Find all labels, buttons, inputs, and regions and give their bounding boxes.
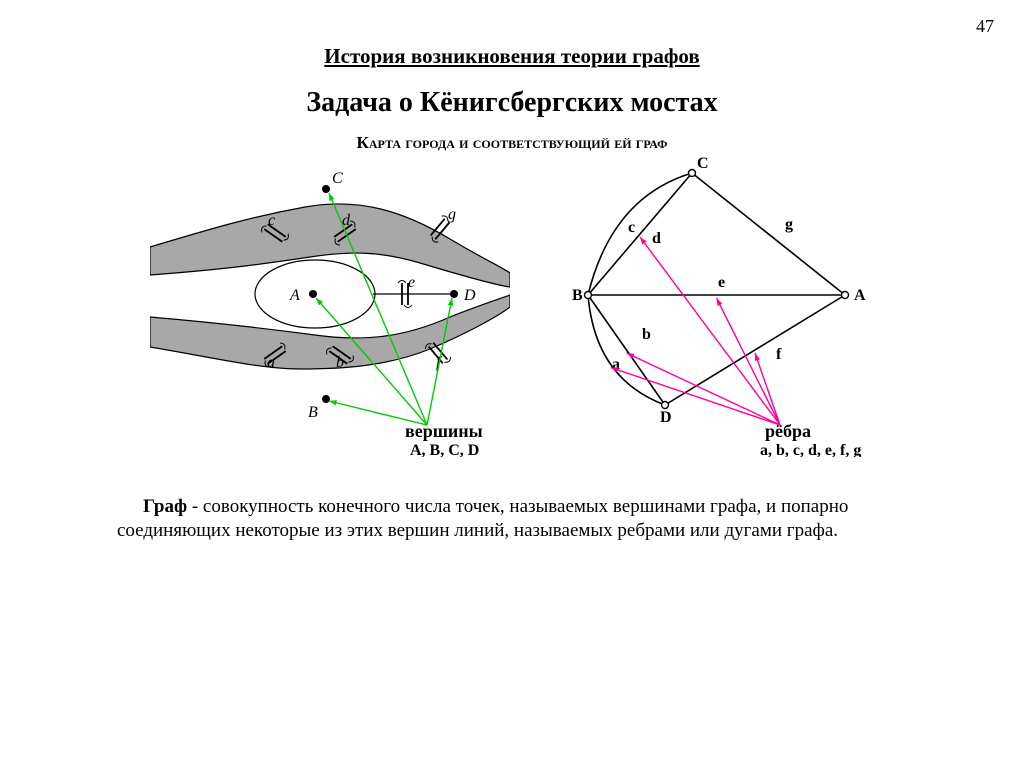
figure-graph: cdgeabfABCDрёбраa, b, c, d, e, f, g	[560, 157, 880, 462]
svg-text:вершины: вершины	[405, 421, 483, 441]
definition-lead: Граф	[143, 496, 187, 517]
svg-text:рёбра: рёбра	[765, 421, 811, 441]
heading-history: История возникновения теории графов	[0, 44, 1024, 69]
svg-text:C: C	[697, 157, 709, 172]
heading-title: Задача о Кёнигсбергских мостах	[0, 87, 1024, 119]
svg-text:B: B	[308, 404, 318, 421]
definition-paragraph: Граф - совокупность конечного числа точе…	[117, 495, 907, 543]
svg-text:e: e	[408, 274, 415, 291]
svg-text:g: g	[785, 216, 793, 233]
figure-map: ABCDabcdefgвершиныA, B, C, D	[150, 157, 510, 462]
svg-text:g: g	[448, 206, 456, 223]
svg-text:C: C	[332, 170, 343, 187]
svg-text:a, b, c, d, e, f, g: a, b, c, d, e, f, g	[760, 442, 861, 457]
svg-text:e: e	[718, 274, 725, 291]
svg-text:D: D	[463, 287, 476, 304]
heading-subtitle: Карта города и соответствующий ей граф	[0, 133, 1024, 153]
svg-text:A: A	[854, 287, 866, 304]
svg-text:b: b	[642, 326, 651, 343]
svg-text:a: a	[267, 354, 275, 371]
svg-text:f: f	[776, 346, 782, 363]
svg-text:c: c	[628, 219, 635, 236]
svg-text:D: D	[660, 409, 672, 426]
svg-text:A, B, C, D: A, B, C, D	[410, 442, 479, 457]
headings-block: История возникновения теории графов Зада…	[0, 0, 1024, 153]
page-number: 47	[976, 16, 994, 37]
svg-text:A: A	[289, 287, 300, 304]
svg-text:c: c	[268, 212, 275, 229]
figure-area: ABCDabcdefgвершиныA, B, C, D cdgeabfABCD…	[0, 157, 1024, 477]
svg-text:b: b	[336, 354, 344, 371]
definition-rest: - совокупность конечного числа точек, на…	[117, 496, 848, 541]
svg-text:d: d	[652, 230, 661, 247]
svg-text:B: B	[572, 287, 583, 304]
